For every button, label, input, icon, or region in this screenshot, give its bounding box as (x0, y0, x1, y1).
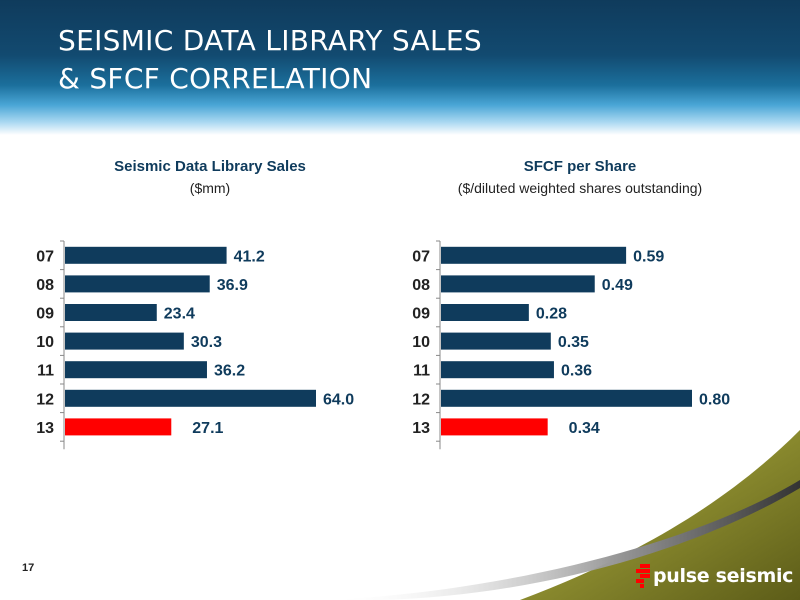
sfcf-category-label-10: 10 (412, 334, 430, 351)
sfcf-category-label-07: 07 (412, 248, 430, 265)
sales-category-label-11: 11 (37, 363, 54, 380)
chart-subtitle-sfcf: ($/diluted weighted shares outstanding) (457, 180, 703, 196)
sfcf-value-label-11: 0.36 (561, 363, 592, 380)
sfcf-value-label-08: 0.49 (602, 277, 633, 294)
sales-bar-12 (65, 389, 316, 407)
sales-value-label-12: 64.0 (323, 391, 354, 408)
sfcf-category-label-13: 13 (412, 420, 430, 437)
slide-title-line-2: & SFCF CORRELATION (58, 62, 373, 95)
sfcf-value-label-10: 0.35 (558, 334, 589, 351)
logo-text: pulse seismic (653, 565, 794, 587)
sales-value-label-11: 36.2 (214, 363, 245, 380)
sales-category-label-12: 12 (36, 391, 54, 408)
sales-value-label-08: 36.9 (217, 277, 248, 294)
sfcf-category-label-12: 12 (412, 391, 430, 408)
page-number: 17 (22, 562, 35, 574)
sales-bar-08 (65, 275, 210, 293)
sfcf-bar-09 (441, 304, 529, 321)
sfcf-bar-13 (441, 418, 548, 436)
sales-category-label-09: 09 (36, 306, 54, 323)
chart-subtitle-library-sales: ($mm) (189, 180, 231, 196)
chart-title-sfcf: SFCF per Share (523, 158, 637, 175)
sales-value-label-09: 23.4 (164, 306, 195, 323)
sfcf-category-label-11: 11 (413, 363, 430, 380)
sales-value-label-10: 30.3 (191, 334, 222, 351)
sfcf-bar-10 (441, 332, 551, 350)
sfcf-bar-12 (441, 389, 692, 407)
header-band (0, 0, 800, 135)
sales-value-label-13: 27.1 (192, 420, 223, 437)
sfcf-value-label-09: 0.28 (536, 306, 567, 323)
sales-bar-11 (65, 361, 207, 379)
sales-category-label-07: 07 (36, 248, 54, 265)
sales-category-label-08: 08 (36, 277, 54, 294)
slide-title: SEISMIC DATA LIBRARY SALES & SFCF CORREL… (58, 22, 482, 98)
sfcf-value-label-12: 0.80 (699, 391, 730, 408)
sfcf-category-label-09: 09 (412, 306, 430, 323)
sales-category-label-13: 13 (36, 420, 54, 437)
sfcf-bar-11 (441, 361, 554, 379)
sfcf-value-label-07: 0.59 (633, 248, 664, 265)
sales-bar-07 (65, 246, 227, 264)
sales-bar-09 (65, 304, 157, 321)
pulse-seismic-logo: pulse seismic (636, 560, 793, 592)
pulse-logo-mark-icon (636, 564, 650, 588)
chart-title-library-sales: Seismic Data Library Sales (114, 158, 306, 175)
slide-title-line-1: SEISMIC DATA LIBRARY SALES (58, 24, 482, 57)
sales-category-label-10: 10 (36, 334, 54, 351)
sfcf-category-label-08: 08 (412, 277, 430, 294)
sales-bar-13 (65, 418, 172, 436)
sfcf-bar-08 (441, 275, 595, 293)
sfcf-bar-07 (441, 246, 627, 264)
sfcf-value-label-13: 0.34 (569, 420, 600, 437)
sales-value-label-07: 41.2 (234, 248, 265, 265)
sales-bar-10 (65, 332, 184, 350)
